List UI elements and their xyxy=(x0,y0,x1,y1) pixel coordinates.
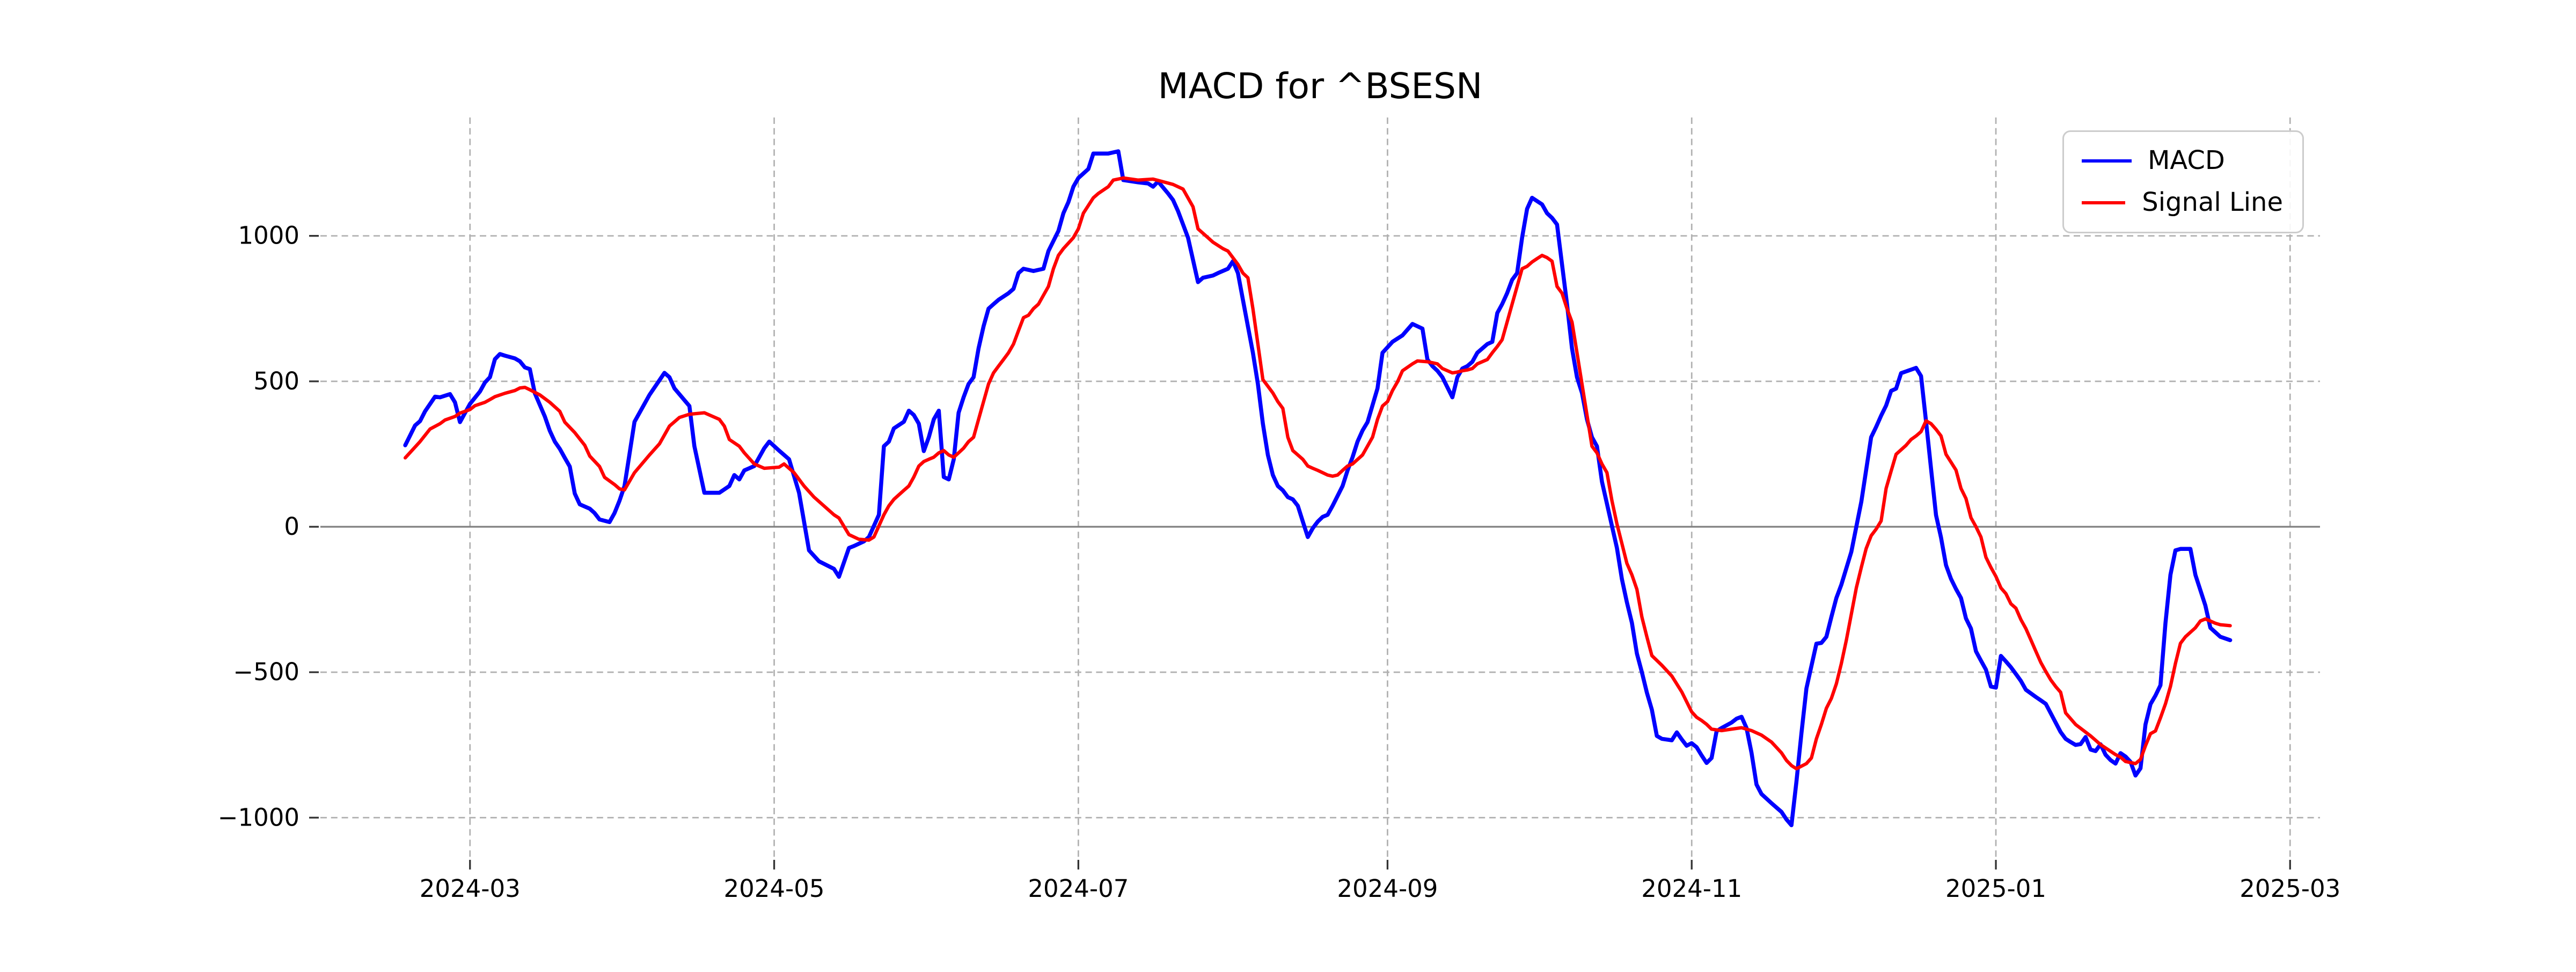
y-tick-label: −1000 xyxy=(218,803,299,831)
macd-line-swatch-icon xyxy=(2082,159,2132,163)
x-tick-label: 2024-11 xyxy=(1641,874,1742,903)
y-tick-label: 500 xyxy=(253,367,299,395)
legend-label-signal: Signal Line xyxy=(2142,187,2283,217)
y-tick-label: 0 xyxy=(284,512,299,541)
x-tick-label: 2025-01 xyxy=(1945,874,2046,903)
x-tick-label: 2024-09 xyxy=(1337,874,1438,903)
legend-item-macd: MACD xyxy=(2082,145,2283,177)
y-tick-label: −500 xyxy=(233,658,299,686)
chart-title: MACD for ^BSESN xyxy=(1158,68,1483,108)
x-tick-label: 2024-05 xyxy=(724,874,825,903)
x-tick-label: 2024-03 xyxy=(420,874,521,903)
signal-line-swatch-icon xyxy=(2082,201,2126,204)
legend-label-macd: MACD xyxy=(2148,145,2225,175)
y-tick-label: 1000 xyxy=(238,222,299,250)
macd-line xyxy=(403,149,2233,828)
legend-item-signal: Signal Line xyxy=(2082,187,2283,219)
signal-line xyxy=(403,176,2232,771)
chart-legend: MACD Signal Line xyxy=(2062,130,2304,233)
x-tick-label: 2025-03 xyxy=(2240,874,2340,903)
x-tick-label: 2024-07 xyxy=(1028,874,1129,903)
